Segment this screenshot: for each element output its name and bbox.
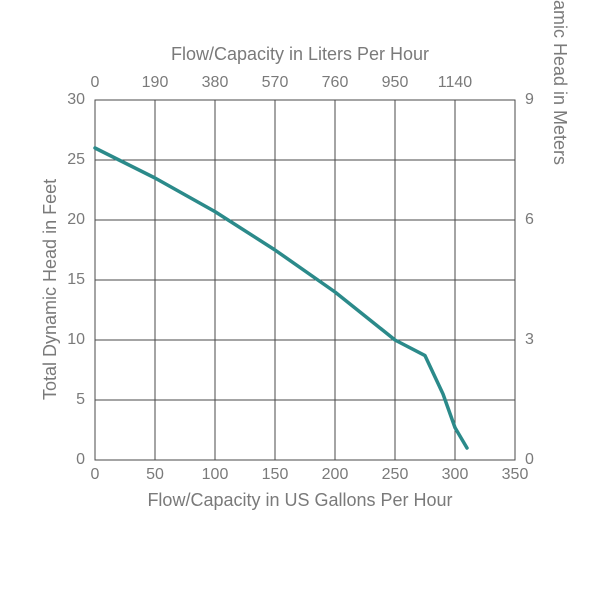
tick-label: 150 [262, 466, 289, 484]
tick-label: 9 [525, 91, 534, 109]
tick-label: 200 [322, 466, 349, 484]
tick-label: 760 [322, 74, 349, 92]
tick-label: 25 [67, 151, 85, 169]
tick-label: 0 [91, 74, 100, 92]
tick-label: 190 [142, 74, 169, 92]
tick-label: 0 [76, 451, 85, 469]
tick-label: 100 [202, 466, 229, 484]
tick-label: 20 [67, 211, 85, 229]
tick-label: 950 [382, 74, 409, 92]
tick-label: 0 [525, 451, 534, 469]
tick-label: 6 [525, 211, 534, 229]
tick-label: 380 [202, 74, 229, 92]
tick-label: 570 [262, 74, 289, 92]
tick-label: 1140 [438, 74, 472, 92]
pump-curve-chart: Flow/Capacity in Liters Per Hour Flow/Ca… [0, 0, 600, 600]
tick-label: 5 [76, 391, 85, 409]
tick-label: 50 [146, 466, 164, 484]
tick-label: 15 [67, 271, 85, 289]
tick-label: 300 [442, 466, 469, 484]
tick-label: 250 [382, 466, 409, 484]
tick-label: 0 [91, 466, 100, 484]
tick-label: 30 [67, 91, 85, 109]
tick-label: 10 [67, 331, 85, 349]
tick-label: 3 [525, 331, 534, 349]
